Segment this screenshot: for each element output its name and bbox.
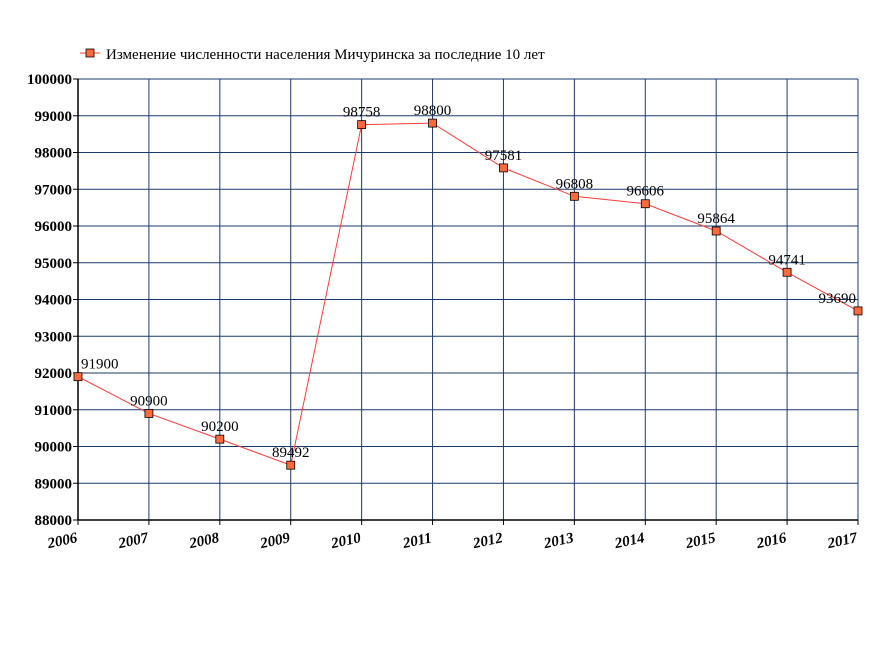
- x-tick-label: 2012: [471, 530, 505, 552]
- y-tick-label: 90000: [35, 440, 73, 456]
- x-tick-label: 2009: [258, 530, 292, 552]
- series-line-group: [77, 122, 859, 466]
- y-tick-label: 98000: [35, 146, 73, 162]
- data-point-marker: [428, 118, 437, 128]
- data-point-marker: [215, 434, 225, 444]
- y-tick-label: 93000: [35, 329, 73, 345]
- data-label: 93690: [819, 291, 857, 307]
- data-label: 96606: [627, 184, 665, 200]
- data-label: 96808: [556, 176, 594, 192]
- x-tick-label: 2016: [754, 530, 788, 552]
- data-label: 89492: [272, 445, 310, 461]
- x-tick-label: 2014: [612, 530, 646, 552]
- data-label: 94741: [768, 252, 806, 268]
- data-label: 98758: [343, 105, 381, 121]
- data-point-marker: [640, 199, 650, 209]
- legend-marker-swatch: [85, 48, 95, 58]
- y-tick-label: 91000: [35, 403, 73, 419]
- data-point-marker: [357, 120, 367, 130]
- x-tick-label: 2006: [45, 530, 79, 552]
- data-labels: 91900 90900 90200 89492 98758 98800 97581 96808…: [81, 103, 856, 461]
- y-tick-label: 89000: [35, 476, 73, 492]
- data-label: 95864: [697, 211, 735, 227]
- data-point-marker: [499, 163, 508, 173]
- y-tick-label: 97000: [35, 182, 73, 198]
- data-label: 98800: [414, 103, 452, 119]
- x-axis-ticks: 2006 2007 2008 2009 2010 2011 2012 2013 2014 2015…: [45, 520, 859, 552]
- data-point-marker: [853, 306, 863, 316]
- y-axis-ticks: 88000 89000 90000 91000 92000 93000 94000 95000…: [27, 72, 78, 529]
- x-tick-label: 2007: [116, 530, 150, 552]
- series-markers: [73, 118, 863, 470]
- y-tick-label: 88000: [35, 513, 73, 529]
- data-point-marker: [144, 409, 154, 418]
- y-tick-label: 92000: [35, 366, 73, 382]
- data-label: 91900: [81, 357, 119, 373]
- data-point-marker: [286, 460, 296, 470]
- legend-label: Изменение численности населения Мичуринс…: [106, 47, 545, 63]
- legend: Изменение численности населения Мичуринс…: [80, 47, 545, 63]
- y-tick-label: 96000: [35, 219, 73, 235]
- data-label: 90200: [201, 419, 239, 435]
- data-label: 90900: [130, 393, 168, 409]
- series-line: [77, 122, 859, 466]
- x-tick-label: 2013: [542, 530, 576, 552]
- data-label: 97581: [485, 148, 523, 164]
- y-tick-label: 100000: [27, 72, 72, 88]
- data-point-marker: [569, 191, 579, 201]
- y-tick-label: 94000: [35, 293, 73, 309]
- data-point-marker: [782, 267, 792, 277]
- x-tick-label: 2011: [401, 530, 434, 552]
- plot-grid: [77, 78, 859, 521]
- y-tick-label: 99000: [35, 109, 73, 125]
- x-tick-label: 2008: [187, 530, 221, 552]
- y-tick-label: 95000: [35, 256, 73, 272]
- x-tick-label: 2010: [329, 530, 363, 552]
- x-tick-label: 2017: [825, 530, 859, 552]
- data-point-marker: [73, 372, 83, 382]
- data-point-marker: [711, 226, 721, 236]
- x-tick-label: 2015: [683, 530, 717, 552]
